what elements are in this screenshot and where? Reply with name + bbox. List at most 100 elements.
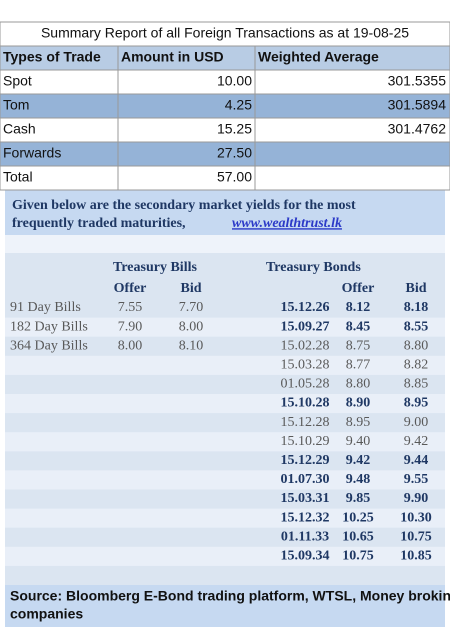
column-header: Types of Trade [3, 49, 101, 65]
link[interactable]: www.wealthtrust.lk [232, 216, 342, 231]
bond-offer: 9.40 [346, 434, 371, 449]
bond-offer: 8.45 [346, 319, 371, 334]
bond-date: 01.11.33 [281, 529, 329, 544]
bond-date: 15.09.27 [281, 319, 330, 334]
amount: 57.00 [217, 169, 252, 185]
bond-date: 15.03.28 [281, 358, 330, 373]
bond-date: 15.02.28 [281, 338, 330, 353]
bond-bid: 9.90 [404, 491, 429, 506]
bond-date: 15.10.28 [281, 396, 330, 411]
cell [254, 165, 450, 191]
bond-bid: 8.18 [404, 300, 429, 315]
source-band [5, 585, 445, 627]
row-stripe [5, 470, 445, 490]
bond-bid: 10.30 [400, 510, 432, 525]
bond-bid: 8.55 [404, 319, 429, 334]
intro-band [5, 190, 445, 235]
bill-offer: 8.00 [118, 338, 143, 353]
bond-offer: 8.90 [346, 396, 371, 411]
bill-offer: 7.55 [118, 300, 143, 315]
bond-bid: 8.82 [404, 358, 429, 373]
bond-date: 15.12.28 [281, 415, 330, 430]
bond-offer: 8.80 [346, 377, 371, 392]
trade-type: Cash [3, 121, 36, 137]
bond-date: 15.10.29 [281, 434, 330, 449]
weighted-average: 301.4762 [388, 121, 447, 137]
trade-type: Total [3, 169, 33, 185]
cell [117, 141, 256, 167]
bond-date: 15.12.29 [281, 453, 330, 468]
bill-bid: 7.70 [179, 300, 204, 315]
bill-bid: 8.00 [179, 319, 204, 334]
amount: 27.50 [217, 145, 252, 161]
bond-date: 01.05.28 [281, 377, 330, 392]
bill-name: 182 Day Bills [10, 319, 88, 334]
bond-bid: 9.44 [404, 453, 429, 468]
group-header: Treasury Bonds [266, 260, 361, 275]
bond-offer: 10.75 [342, 549, 374, 564]
row-stripe [5, 432, 445, 452]
summary-title: Summary Report of all Foreign Transactio… [41, 25, 409, 41]
bond-offer: 8.75 [346, 338, 371, 353]
cell [254, 69, 450, 95]
intro-text: frequently traded maturities, [12, 216, 186, 231]
source-text: Source: Bloomberg E-Bond trading platfor… [10, 588, 450, 604]
bond-bid: 8.95 [404, 396, 429, 411]
spacer-band [5, 235, 445, 253]
column-header: Offer [114, 281, 147, 296]
bill-name: 91 Day Bills [10, 300, 81, 315]
source-text: companies [10, 606, 83, 622]
row-stripe [5, 508, 445, 528]
bond-bid: 10.75 [400, 529, 432, 544]
row-stripe [5, 355, 445, 375]
amount: 15.25 [217, 121, 252, 137]
bond-date: 15.12.32 [281, 510, 330, 525]
cell [254, 93, 450, 119]
cell [254, 141, 450, 167]
bond-offer: 8.77 [346, 358, 371, 373]
bond-bid: 8.80 [404, 338, 429, 353]
amount: 10.00 [217, 73, 252, 89]
bond-date: 01.07.30 [281, 472, 330, 487]
weighted-average: 301.5894 [388, 97, 447, 113]
bond-offer: 9.85 [346, 491, 371, 506]
column-header: Bid [180, 281, 201, 296]
bond-bid: 8.85 [404, 377, 429, 392]
bond-offer: 9.48 [346, 472, 371, 487]
bond-offer: 10.25 [342, 510, 374, 525]
cell [117, 117, 256, 143]
bill-name: 364 Day Bills [10, 338, 88, 353]
column-header: Weighted Average [258, 49, 379, 65]
bond-bid: 10.85 [400, 549, 432, 564]
column-header: Amount in USD [121, 49, 224, 65]
cell [254, 117, 450, 143]
row-stripe [5, 546, 445, 566]
amount: 4.25 [225, 97, 252, 113]
weighted-average: 301.5355 [388, 73, 447, 89]
intro-text: Given below are the secondary market yie… [12, 198, 356, 213]
column-header: Offer [342, 281, 375, 296]
bond-bid: 9.00 [404, 415, 429, 430]
bond-date: 15.03.31 [281, 491, 330, 506]
bill-offer: 7.90 [118, 319, 143, 334]
bond-bid: 9.42 [404, 434, 429, 449]
bond-date: 15.09.34 [281, 549, 330, 564]
bond-offer: 9.42 [346, 453, 371, 468]
trade-type: Forwards [3, 145, 61, 161]
title-cell [0, 21, 450, 47]
cell [0, 165, 119, 191]
bill-bid: 8.10 [179, 338, 204, 353]
cell [0, 141, 119, 167]
column-header: Bid [405, 281, 426, 296]
trade-type: Tom [3, 97, 29, 113]
bond-bid: 9.55 [404, 472, 429, 487]
trade-type: Spot [3, 73, 32, 89]
header-cell [0, 45, 119, 71]
row-stripe [5, 317, 445, 337]
row-stripe [5, 394, 445, 414]
bond-offer: 8.95 [346, 415, 371, 430]
group-header: Treasury Bills [113, 260, 197, 275]
cell [117, 165, 256, 191]
bond-date: 15.12.26 [281, 300, 330, 315]
